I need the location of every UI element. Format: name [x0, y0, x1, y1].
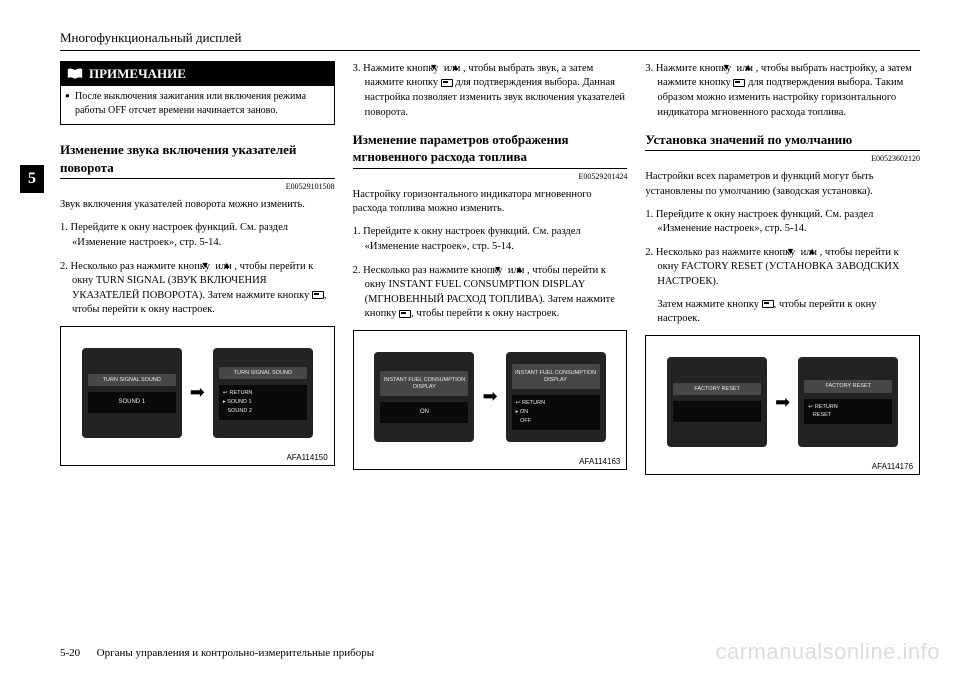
diagram-code: AFA114176 — [872, 461, 913, 472]
step-2: 2. Несколько раз нажмите кнопку или , чт… — [60, 259, 335, 319]
note-header: ПРИМЕЧАНИЕ — [61, 62, 334, 86]
screen-after: TURN SIGNAL SOUND ↩ RETURN ▸ SOUND 1 SOU… — [213, 348, 313, 438]
note-box: ПРИМЕЧАНИЕ После выключения зажигания ил… — [60, 61, 335, 125]
screen-before: TURN SIGNAL SOUND SOUND 1 — [82, 348, 182, 438]
screen-before: INSTANT FUEL CONSUMPTION DISPLAY ON — [374, 352, 474, 442]
column-2: 3. Нажмите кнопку или , чтобы выбрать зв… — [353, 61, 628, 621]
screen-value: SOUND 1 — [88, 392, 176, 412]
enter-icon — [733, 79, 745, 87]
section-rule — [60, 178, 335, 179]
ecode: E00529101508 — [60, 181, 335, 192]
enter-icon — [312, 291, 324, 299]
step-3: 3. Нажмите кнопку или , чтобы выбрать зв… — [353, 61, 628, 121]
screen-value: ON — [380, 402, 468, 422]
arrow-icon: ➡ — [190, 380, 205, 405]
column-3: 3. Нажмите кнопку или , чтобы выбрать на… — [645, 61, 920, 621]
diagram-fuel-consumption: INSTANT FUEL CONSUMPTION DISPLAY ON ➡ IN… — [353, 330, 628, 470]
ecode: E00523602120 — [645, 153, 920, 164]
header-rule — [60, 50, 920, 51]
enter-icon — [762, 300, 774, 308]
enter-icon — [399, 310, 411, 318]
step-2b: Затем нажмите кнопку , чтобы перейти к о… — [645, 298, 920, 327]
screen-after: INSTANT FUEL CONSUMPTION DISPLAY ↩ RETUR… — [506, 352, 606, 442]
book-icon — [67, 68, 83, 80]
section-rule — [645, 150, 920, 151]
screen-after: FACTORY RESET ↩ RETURN RESET — [798, 357, 898, 447]
return-icon: ↩ — [516, 399, 521, 408]
note-body: После выключения зажигания или включения… — [61, 86, 334, 124]
screen-label: TURN SIGNAL SOUND — [88, 374, 176, 387]
note-title: ПРИМЕЧАНИЕ — [89, 65, 186, 83]
footer-text: Органы управления и контрольно-измерител… — [97, 647, 374, 659]
manual-page: Многофункциональный дисплей 5 ПРИМЕЧАНИЕ… — [0, 0, 960, 677]
step-2: 2. Несколько раз нажмите кнопку или , чт… — [353, 263, 628, 323]
screen-label: FACTORY RESET — [804, 380, 892, 393]
page-footer: 5-20 Органы управления и контрольно-изме… — [60, 647, 374, 659]
section-title: Изменение звука включения указателей пов… — [60, 141, 335, 176]
screen-menu: ↩ RETURN RESET — [804, 399, 892, 425]
return-icon: ↩ — [223, 389, 228, 398]
screen-label: FACTORY RESET — [673, 383, 761, 396]
screen-label: INSTANT FUEL CONSUMPTION DISPLAY — [512, 364, 600, 389]
section-title: Установка значений по умолчанию — [645, 131, 920, 149]
screen-menu: ↩ RETURN ▸ ON OFF — [512, 395, 600, 429]
content-columns: ПРИМЕЧАНИЕ После выключения зажигания ил… — [60, 61, 920, 621]
step-2: 2. Несколько раз нажмите кнопку или , чт… — [645, 245, 920, 290]
intro-text: Настройки всех параметров и функций могу… — [645, 170, 920, 199]
section-title: Изменение параметров отображения мгновен… — [353, 131, 628, 166]
arrow-icon: ➡ — [775, 390, 790, 415]
screen-menu: ↩ RETURN ▸ SOUND 1 SOUND 2 — [219, 385, 307, 419]
chapter-tab: 5 — [20, 165, 44, 193]
screen-label: INSTANT FUEL CONSUMPTION DISPLAY — [380, 371, 468, 396]
screen-blank — [673, 401, 761, 421]
screen-label: TURN SIGNAL SOUND — [219, 367, 307, 380]
arrow-icon: ➡ — [482, 384, 497, 409]
diagram-turn-signal: TURN SIGNAL SOUND SOUND 1 ➡ TURN SIGNAL … — [60, 326, 335, 466]
diagram-code: AFA114163 — [579, 456, 620, 467]
step-1: 1. Перейдите к окну настроек функций. См… — [353, 225, 628, 254]
page-header: Многофункциональный дисплей — [60, 30, 920, 46]
screen-before: FACTORY RESET — [667, 357, 767, 447]
enter-icon — [441, 79, 453, 87]
intro-text: Настройку горизонтального индикатора мгн… — [353, 188, 628, 217]
section-rule — [353, 168, 628, 169]
page-number: 5-20 — [60, 647, 80, 659]
diagram-code: AFA114150 — [286, 452, 327, 463]
ecode: E00529201424 — [353, 171, 628, 182]
intro-text: Звук включения указателей поворота можно… — [60, 198, 335, 213]
return-icon: ↩ — [808, 403, 813, 412]
column-1: ПРИМЕЧАНИЕ После выключения зажигания ил… — [60, 61, 335, 621]
step-3: 3. Нажмите кнопку или , чтобы выбрать на… — [645, 61, 920, 121]
watermark: carmanualsonline.info — [715, 639, 940, 665]
step-1: 1. Перейдите к окну настроек функций. См… — [60, 221, 335, 250]
diagram-factory-reset: FACTORY RESET ➡ FACTORY RESET ↩ RETURN R… — [645, 335, 920, 475]
step-1: 1. Перейдите к окну настроек функций. См… — [645, 208, 920, 237]
